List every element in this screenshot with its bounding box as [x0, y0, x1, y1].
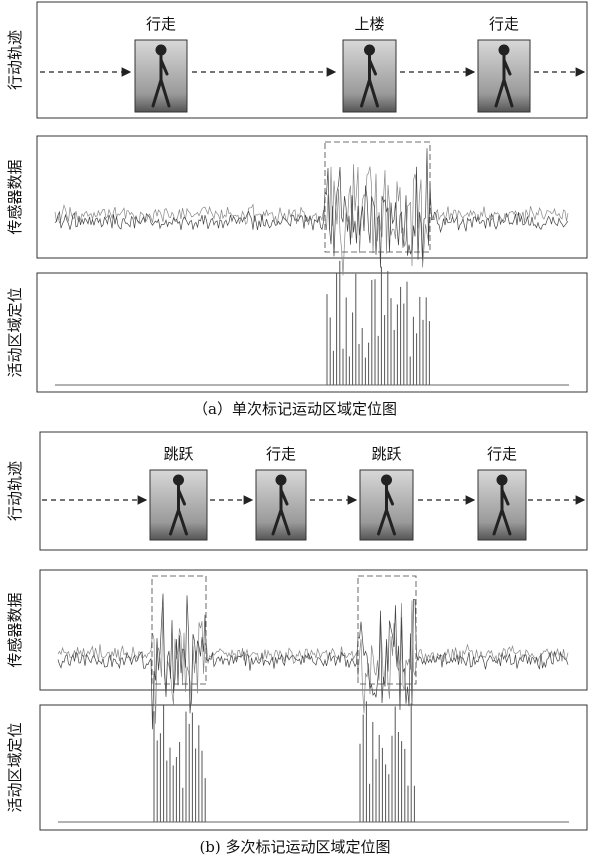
leg: [279, 508, 291, 536]
row-label: 传感器数据: [6, 159, 24, 234]
sensor-signal: [57, 593, 569, 730]
activity-label: 行走: [266, 445, 296, 463]
activity-label: 上楼: [354, 15, 384, 33]
caption: （a）单次标记运动区域定位图: [193, 400, 397, 418]
head: [173, 474, 184, 486]
leg: [494, 78, 506, 108]
head: [275, 474, 287, 486]
arm: [502, 58, 512, 76]
person-figure: [169, 474, 188, 536]
row-label: 行动轨迹: [6, 461, 24, 521]
arm: [385, 488, 394, 506]
sensor-signal: [54, 164, 569, 276]
arm: [500, 488, 510, 506]
region-marker: [324, 141, 431, 253]
caption: (b) 多次标记运动区域定位图: [199, 838, 390, 856]
sensor-signal: [57, 600, 569, 724]
person-figure: [271, 474, 291, 536]
row-label: 传感器数据: [6, 592, 24, 667]
leg: [169, 508, 180, 536]
leg: [360, 78, 371, 108]
leg: [368, 78, 379, 108]
head: [498, 44, 510, 56]
leg: [159, 78, 171, 108]
activity-label: 跳跃: [163, 445, 193, 463]
person-figure: [360, 44, 379, 108]
activity-label: 跳跃: [371, 445, 401, 463]
panel-box: [39, 704, 588, 831]
activity-label: 行走: [487, 445, 517, 463]
panel-box: [36, 135, 588, 259]
person-figure: [377, 474, 396, 536]
leg: [151, 78, 163, 108]
panel-box: [39, 431, 588, 551]
leg: [177, 508, 188, 536]
leg: [492, 508, 504, 536]
leg: [377, 508, 388, 536]
panel-box: [36, 272, 588, 393]
head: [364, 44, 375, 56]
person-figure: [492, 474, 512, 536]
leg: [271, 508, 283, 536]
person-figure: [151, 44, 171, 108]
leg: [385, 508, 396, 536]
arm: [177, 488, 186, 506]
sensor-signal: [54, 148, 569, 268]
activity-label: 行走: [146, 15, 176, 33]
panel-box: [36, 1, 588, 119]
arm: [159, 58, 169, 76]
activity-label: 行走: [489, 15, 519, 33]
arm: [279, 488, 289, 506]
head: [496, 474, 508, 486]
person-figure: [494, 44, 514, 108]
leg: [500, 508, 512, 536]
leg: [502, 78, 514, 108]
panel-box: [39, 569, 588, 691]
head: [381, 474, 392, 486]
region-marker: [151, 575, 207, 685]
arm: [368, 58, 377, 76]
row-label: 行动轨迹: [6, 30, 24, 90]
row-label: 活动区域定位: [6, 287, 24, 377]
region-marker: [357, 575, 417, 685]
row-label: 活动区域定位: [6, 722, 24, 812]
head: [155, 44, 167, 56]
